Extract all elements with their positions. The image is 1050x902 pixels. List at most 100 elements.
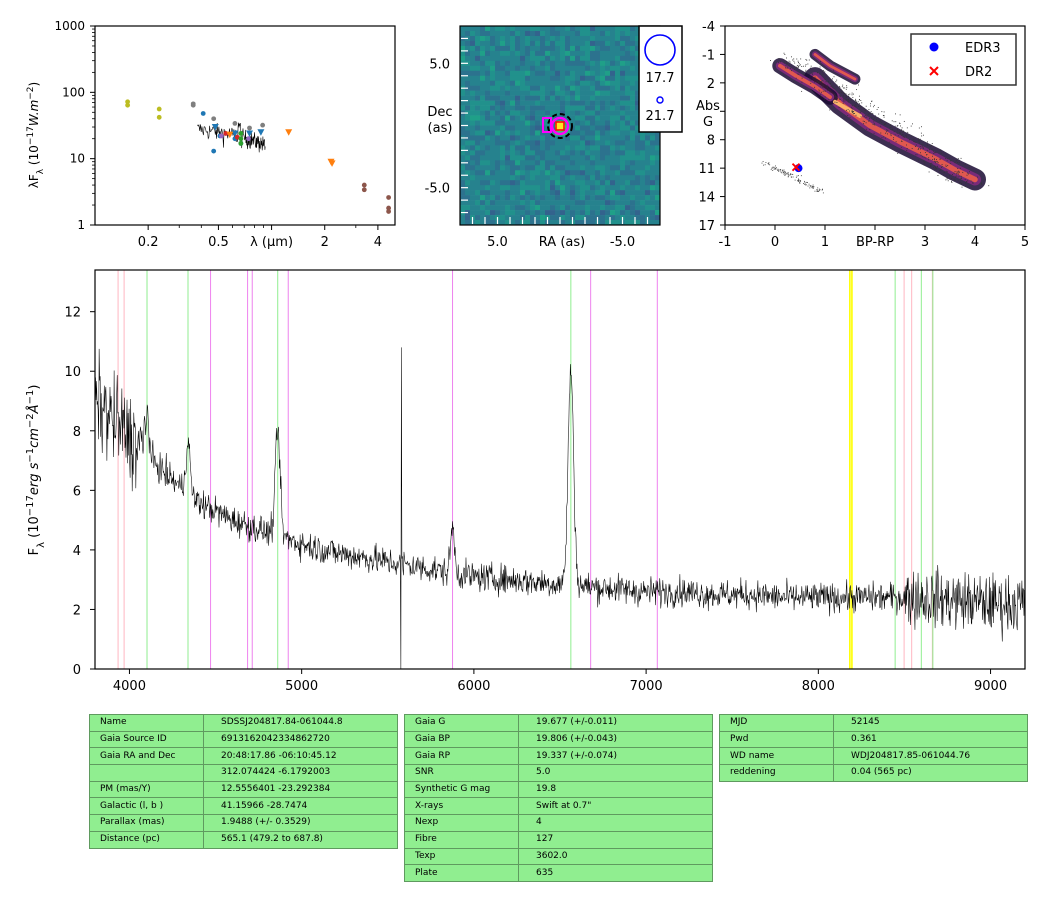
hrd-star (948, 157, 950, 159)
sed-xtick-label: 0.5 (208, 235, 229, 250)
image-pixel (595, 100, 601, 106)
image-pixel (555, 50, 561, 57)
hrd-wd-star (808, 183, 810, 185)
hrd-wd-star (782, 170, 784, 172)
image-pixel (550, 95, 556, 101)
image-pixel (530, 160, 536, 166)
hrd-star (919, 142, 920, 144)
hrd-star (981, 182, 983, 184)
hrd-star (797, 62, 799, 63)
hrd-star (797, 66, 799, 68)
image-pixel (615, 150, 621, 156)
image-pixel (550, 70, 556, 77)
image-pixel (615, 105, 621, 111)
hrd-star (955, 179, 956, 181)
hrd-star (798, 65, 800, 67)
image-pixel (565, 165, 571, 171)
image-pixel (510, 145, 516, 151)
image-pixel (540, 100, 546, 106)
hrd-star (811, 72, 813, 74)
hrd-star (894, 125, 896, 127)
image-pixel (535, 105, 541, 111)
image-pixel (575, 160, 581, 166)
image-pixel (530, 210, 536, 216)
hrd-star (870, 113, 872, 115)
image-pixel (645, 145, 651, 151)
image-xlabel: RA (as) (539, 235, 585, 250)
image-pixel (515, 95, 521, 101)
target-markers (542, 113, 573, 139)
hrd-star (852, 111, 854, 113)
hrd-star (945, 166, 947, 167)
hrd-wd-star (822, 188, 823, 190)
image-pixel (535, 175, 541, 181)
image-pixel (625, 75, 631, 82)
image-pixel (620, 200, 626, 206)
image-pixel (460, 200, 466, 206)
hrd-star (828, 80, 829, 82)
image-pixel (560, 145, 566, 151)
hrd-star (956, 171, 958, 173)
image-pixel (520, 60, 526, 67)
hrd-star (873, 104, 875, 106)
image-pixel (530, 140, 536, 146)
image-pixel (470, 35, 476, 42)
hrd-star (833, 76, 835, 78)
image-pixel (645, 200, 651, 206)
image-pixel (495, 150, 501, 156)
hrd-star (954, 179, 956, 181)
image-pixel (600, 120, 606, 126)
image-pixel (480, 155, 486, 161)
hrd-star (956, 172, 958, 174)
image-pixel (605, 200, 611, 206)
hrd-star (864, 121, 866, 123)
image-pixel (610, 110, 616, 116)
image-pixel (605, 40, 611, 47)
hrd-star (967, 172, 968, 174)
image-pixel (630, 105, 636, 111)
hrd-star (785, 65, 787, 67)
image-pixel (610, 35, 616, 42)
image-pixel (495, 155, 501, 161)
hrd-star (770, 60, 771, 61)
image-pixel (540, 165, 546, 171)
image-pixel (475, 105, 481, 111)
image-pixel (555, 155, 561, 161)
image-pixel (510, 180, 516, 186)
image-pixel (560, 110, 566, 116)
hrd-star (786, 62, 788, 64)
image-pixel (565, 220, 571, 226)
image-pixel (590, 30, 596, 37)
hrd-star (881, 111, 883, 113)
hrd-ytick-label: 2 (707, 77, 715, 92)
hrd-star (906, 147, 908, 149)
hrd-star (822, 73, 824, 75)
hrd-star (954, 171, 956, 173)
image-pixel (560, 175, 566, 181)
image-pixel (465, 125, 471, 131)
hrd-star (814, 76, 816, 78)
hrd-star (941, 164, 943, 165)
image-pixel (505, 190, 511, 196)
image-pixel (625, 145, 631, 151)
hrd-star (923, 160, 925, 162)
hrd-star (926, 154, 928, 156)
image-pixel (510, 45, 516, 52)
image-pixel (620, 150, 626, 156)
hrd-star (906, 127, 908, 129)
image-pixel (640, 175, 646, 181)
hrd-star (891, 120, 893, 122)
image-pixel (490, 70, 496, 77)
hrd-star (957, 162, 959, 163)
image-pixel (555, 220, 561, 226)
table-row: SNR 5.0 (404, 764, 713, 782)
hrd-star (826, 74, 828, 76)
image-pixel (605, 140, 611, 146)
image-pixel (535, 45, 541, 52)
image-pixel (565, 160, 571, 166)
image-pixel (620, 40, 626, 47)
image-pixel (595, 110, 601, 116)
image-pixel (625, 55, 631, 62)
image-pixel (620, 135, 626, 141)
image-pixel (485, 85, 491, 91)
